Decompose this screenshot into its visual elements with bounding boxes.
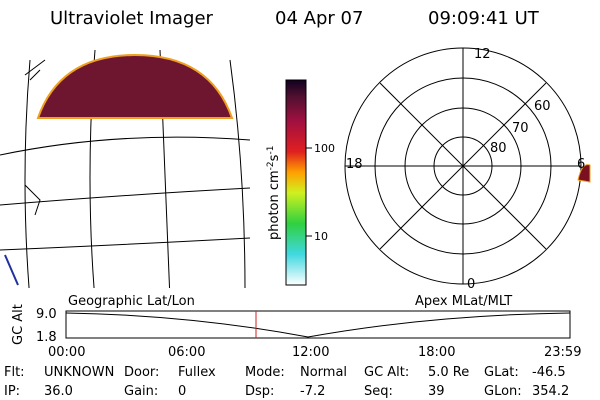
unit: photon cm [267,170,282,240]
orbit-right-label: Apex MLat/MLT [415,294,512,309]
info-label: Seq: [364,384,393,399]
exponent: -1 [266,146,276,155]
info-value: Normal [300,365,347,380]
info-label: IP: [4,384,20,399]
orbit-xtick: 06:00 [168,345,205,360]
info-value: UNKNOWN [44,365,114,380]
polar-plot [344,47,591,285]
info-value: -46.5 [532,365,566,380]
info-label: Gain: [124,384,158,399]
orbit-axis-label: GC Alt [11,304,26,345]
info-panel: Flt: UNKNOWN Door: Fullex Mode: Normal GC Alt:… [4,365,569,399]
info-value: Fullex [178,365,216,380]
colorbar-tick: 10 [314,230,328,243]
altitude-curve [65,312,571,338]
info-label: Door: [124,365,159,380]
polar-label: 12 [474,47,491,62]
orbit-frame [65,310,571,339]
colorbar-label: photon cm-2s-1 [266,146,282,240]
map [0,49,250,288]
polar-label: 0 [467,277,475,292]
polar-label: 80 [490,141,507,156]
info-value: 39 [428,384,445,399]
orbit-xtick: 00:00 [48,345,85,360]
polar-label: 18 [346,157,363,172]
orbit-xtick: 18:00 [418,345,455,360]
info-value: 5.0 Re [428,365,469,380]
time: 09:09:41 UT [428,8,540,29]
polar-label: 70 [512,121,529,136]
orbit-ytick: 9.0 [36,307,57,322]
unit: s [267,154,282,161]
colorbar-tick: 100 [314,142,335,155]
orbit-xtick: 12:00 [292,345,329,360]
orbit-xtick: 23:59 [544,345,581,360]
info-label: GC Alt: [364,365,409,380]
polar-label: 6 [577,157,585,172]
date: 04 Apr 07 [275,8,363,29]
info-label: GLon: [484,384,522,399]
info-label: Dsp: [245,384,274,399]
info-value: -7.2 [300,384,325,399]
info-label: Flt: [4,365,25,380]
info-value: 354.2 [532,384,569,399]
orbit-left-label: Geographic Lat/Lon [68,294,195,309]
info-value: 0 [178,384,186,399]
orbit-ytick: 1.8 [36,330,57,345]
info-label: Mode: [245,365,285,380]
color-bar [285,79,307,286]
info-label: GLat: [484,365,519,380]
exponent: -2 [266,161,276,170]
info-value: 36.0 [44,384,73,399]
instrument: Ultraviolet Imager [50,8,214,29]
polar-label: 60 [534,99,551,114]
